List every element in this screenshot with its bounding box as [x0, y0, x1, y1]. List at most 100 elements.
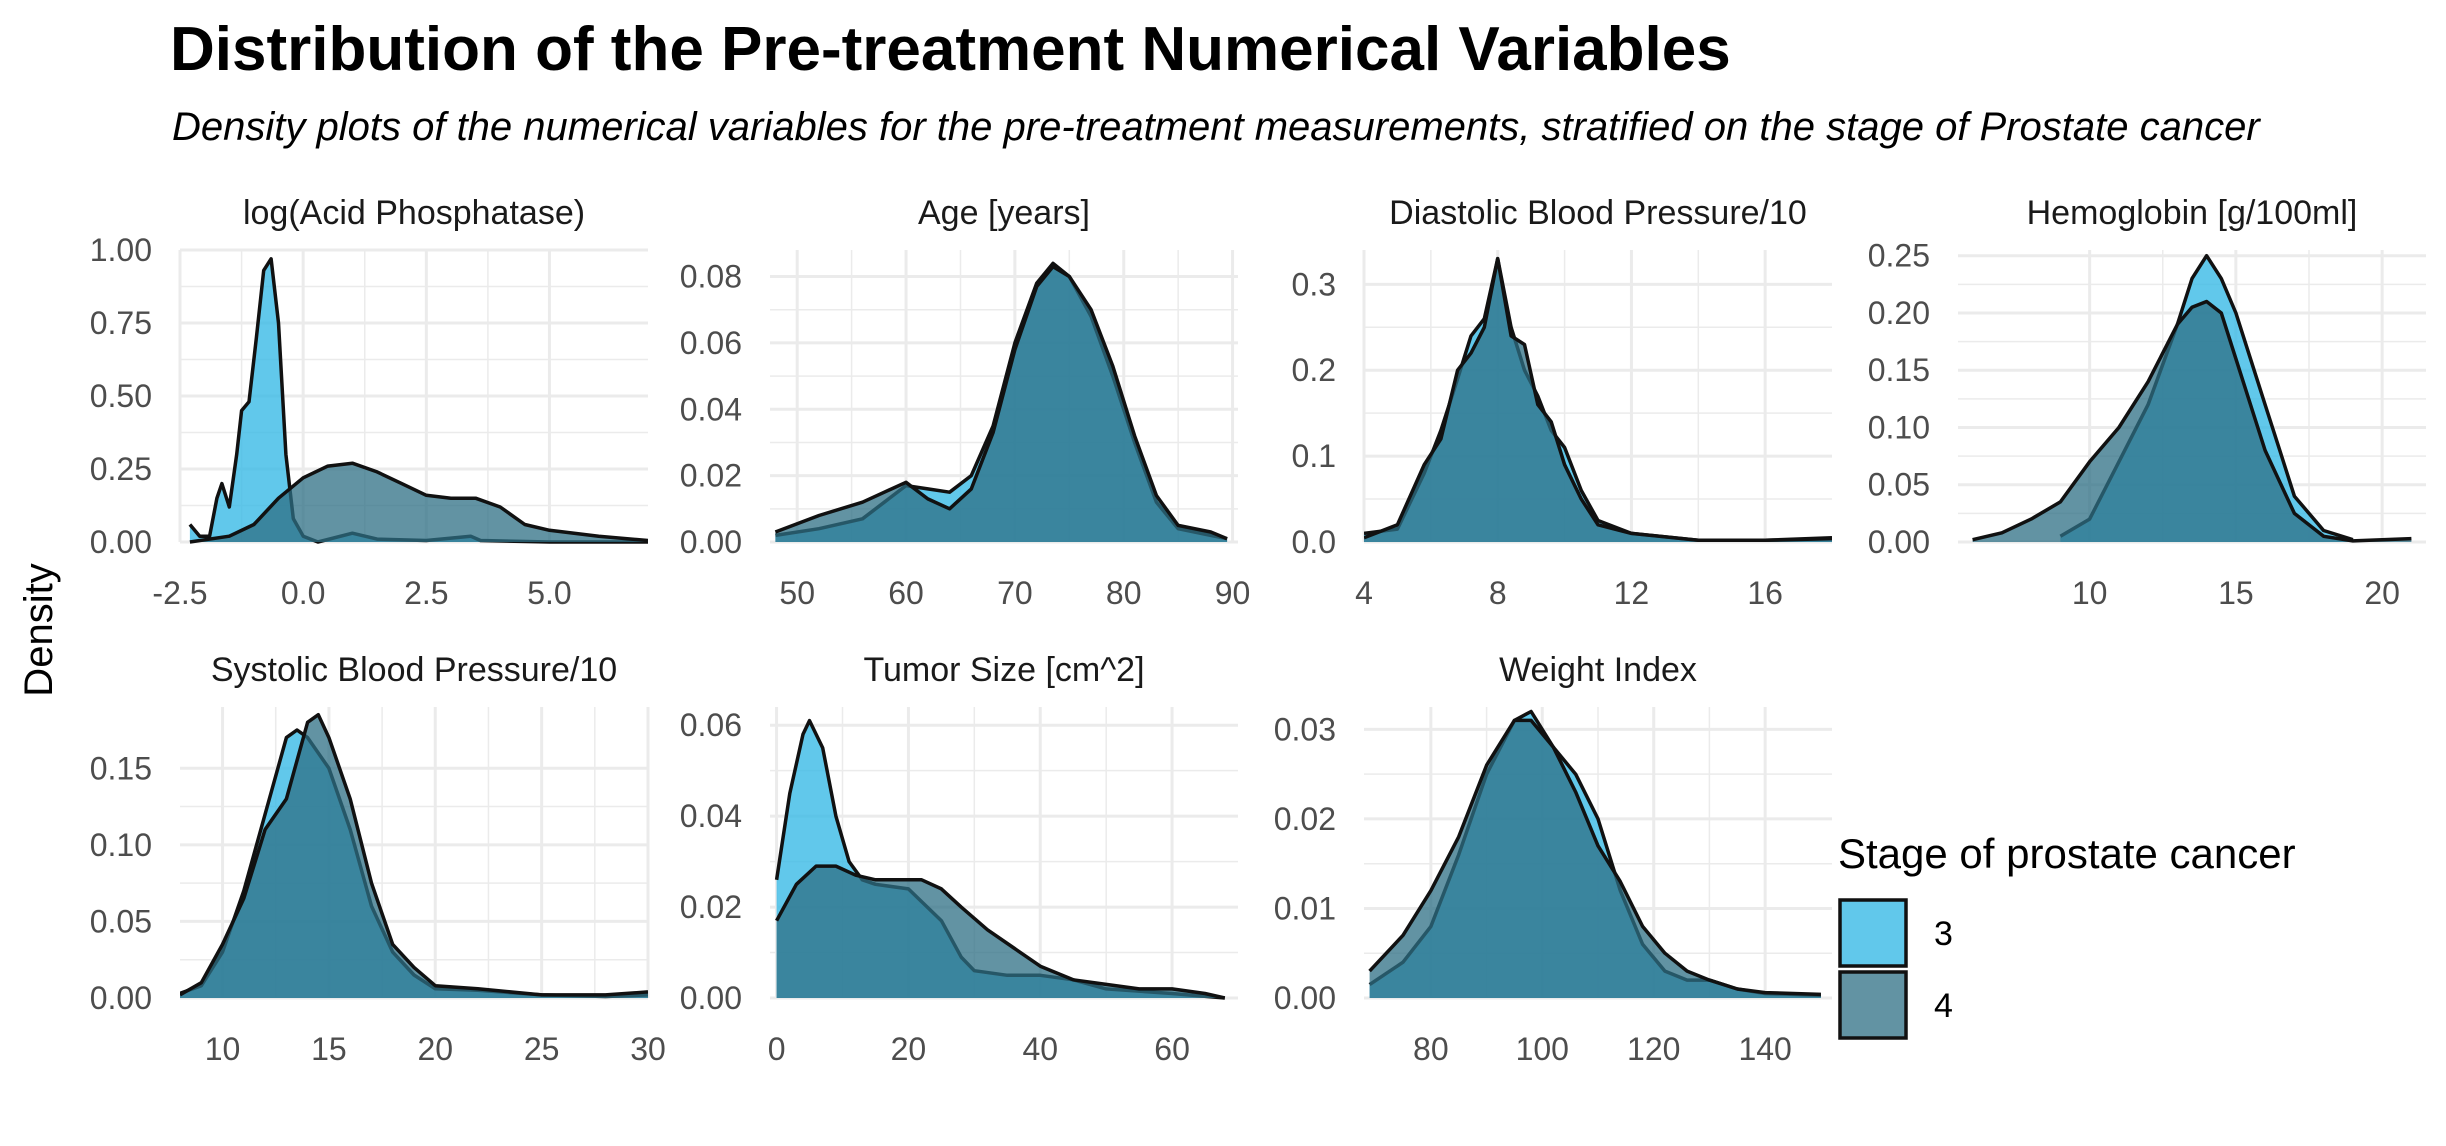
facet-title: log(Acid Phosphatase)	[243, 194, 585, 232]
facet-title: Age [years]	[918, 194, 1090, 232]
x-tick-label: 8	[1489, 575, 1507, 611]
y-tick-label: 0.02	[680, 889, 742, 925]
density-series-group	[1364, 256, 1832, 543]
y-tick-label: 0.10	[1868, 409, 1930, 445]
x-tick-label: 25	[524, 1031, 560, 1067]
density-area-stage-4	[1369, 720, 1821, 998]
x-tick-label: 20	[417, 1031, 453, 1067]
y-axis-label: Density	[17, 563, 61, 696]
x-tick-label: 60	[888, 575, 924, 611]
y-tick-label: 0.25	[1868, 238, 1930, 274]
y-tick-label: 0.1	[1292, 438, 1336, 474]
legend-label: 4	[1934, 987, 1953, 1025]
y-tick-label: 0.00	[1274, 980, 1336, 1016]
density-line-stage-4	[1972, 299, 2412, 543]
legend-label: 3	[1934, 915, 1953, 953]
legend: Stage of prostate cancer 3 4	[1838, 830, 2296, 1040]
chart-subtitle: Density plots of the numerical variables…	[172, 105, 2261, 149]
x-tick-label: 20	[891, 1031, 927, 1067]
facet-panel: 10 15 20 0.00 0.05 0.10 0.15 0.20 0.25 Hemoglobin…	[1868, 194, 2426, 611]
density-area-stage-4	[189, 463, 648, 542]
x-tick-label: 60	[1154, 1031, 1190, 1067]
facet-panel: 4 8 12 16 0.0 0.1 0.2 0.3 Diastolic Blood Pressu…	[1292, 194, 1832, 611]
x-tick-label: 30	[630, 1031, 666, 1067]
density-area-stage-4	[180, 714, 648, 998]
y-tick-label: 0.04	[680, 391, 742, 427]
x-tick-label: 20	[2364, 575, 2400, 611]
y-tick-label: 0.02	[680, 458, 742, 494]
y-tick-label: 0.10	[90, 827, 152, 863]
facet-title: Weight Index	[1499, 651, 1697, 689]
x-tick-label: 10	[205, 1031, 241, 1067]
density-line-stage-4	[1368, 718, 1821, 997]
x-tick-label: 70	[997, 575, 1033, 611]
y-tick-label: 0.00	[680, 524, 742, 560]
density-area-stage-4	[776, 866, 1225, 998]
facet-panel: 10 15 20 25 30 0.00 0.05 0.10 0.15 Systolic Blood…	[90, 651, 666, 1067]
y-tick-label: 0.00	[90, 524, 152, 560]
y-tick-label: 0.04	[680, 798, 742, 834]
x-tick-label: 4	[1355, 575, 1373, 611]
x-tick-label: 50	[779, 575, 815, 611]
x-tick-label: 2.5	[404, 575, 448, 611]
facet-panel: 80 100 120 140 0.00 0.01 0.02 0.03 Weight Index	[1274, 651, 1832, 1067]
y-tick-label: 0.3	[1292, 266, 1336, 302]
density-line-stage-4	[775, 864, 1226, 1000]
facet-title: Diastolic Blood Pressure/10	[1389, 194, 1807, 232]
y-tick-label: 0.00	[1868, 524, 1930, 560]
x-tick-label: 0	[768, 1031, 786, 1067]
legend-title: Stage of prostate cancer	[1838, 830, 2296, 877]
x-tick-label: 90	[1215, 575, 1251, 611]
y-tick-label: 0.75	[90, 305, 152, 341]
y-tick-label: 0.2	[1292, 352, 1336, 388]
chart-title: Distribution of the Pre-treatment Numeri…	[170, 15, 1731, 84]
y-tick-label: 1.00	[90, 232, 152, 268]
x-tick-label: 5.0	[527, 575, 571, 611]
y-tick-label: 0.25	[90, 451, 152, 487]
y-tick-label: 0.05	[1868, 467, 1930, 503]
density-series-group	[1972, 253, 2412, 543]
y-tick-label: 0.50	[90, 378, 152, 414]
x-tick-label: 16	[1747, 575, 1783, 611]
facet-title: Systolic Blood Pressure/10	[211, 651, 617, 689]
density-line-stage-4	[180, 712, 648, 997]
facet-panel: 0 20 40 60 0.00 0.02 0.04 0.06 Tumor Size [cm^2]	[680, 651, 1238, 1067]
x-tick-label: 80	[1413, 1031, 1449, 1067]
y-tick-label: 0.03	[1274, 711, 1336, 747]
facet-panel: -2.5 0.0 2.5 5.0 0.00 0.25 0.50 0.75 1.00 log(Aci…	[90, 194, 648, 611]
y-tick-label: 0.06	[680, 325, 742, 361]
density-area-stage-4	[1972, 301, 2412, 542]
y-tick-label: 0.00	[90, 980, 152, 1016]
x-tick-label: 100	[1516, 1031, 1569, 1067]
density-line-stage-4	[189, 461, 648, 544]
y-tick-label: 0.00	[680, 980, 742, 1016]
facet-panel: 50 60 70 80 90 0.00 0.02 0.04 0.06 0.08 Age [years…	[680, 194, 1251, 611]
y-tick-label: 0.06	[680, 707, 742, 743]
y-tick-label: 0.05	[90, 903, 152, 939]
x-tick-label: 80	[1106, 575, 1142, 611]
x-tick-label: 140	[1738, 1031, 1791, 1067]
legend-key-3	[1838, 898, 1908, 968]
density-series-group	[180, 712, 648, 999]
x-tick-label: 12	[1614, 575, 1650, 611]
density-series-group	[774, 718, 1226, 1000]
y-tick-label: 0.01	[1274, 890, 1336, 926]
x-tick-label: 10	[2072, 575, 2108, 611]
x-tick-label: 120	[1627, 1031, 1680, 1067]
facet-title: Tumor Size [cm^2]	[863, 651, 1144, 689]
density-line-stage-4	[774, 264, 1228, 541]
density-area-stage-4	[1364, 258, 1832, 542]
x-tick-label: 0.0	[281, 575, 325, 611]
x-tick-label: 15	[311, 1031, 347, 1067]
density-line-stage-4	[1364, 256, 1832, 543]
y-tick-label: 0.02	[1274, 801, 1336, 837]
legend-key-4	[1838, 970, 1908, 1040]
y-tick-label: 0.0	[1292, 524, 1336, 560]
y-tick-label: 0.20	[1868, 295, 1930, 331]
facet-panels: -2.5 0.0 2.5 5.00.000.250.500.751.00log(Aci…	[90, 194, 2426, 1067]
x-tick-label: 40	[1022, 1031, 1058, 1067]
facet-title: Hemoglobin [g/100ml]	[2027, 194, 2358, 232]
x-tick-label: -2.5	[152, 575, 207, 611]
x-tick-label: 15	[2218, 575, 2254, 611]
